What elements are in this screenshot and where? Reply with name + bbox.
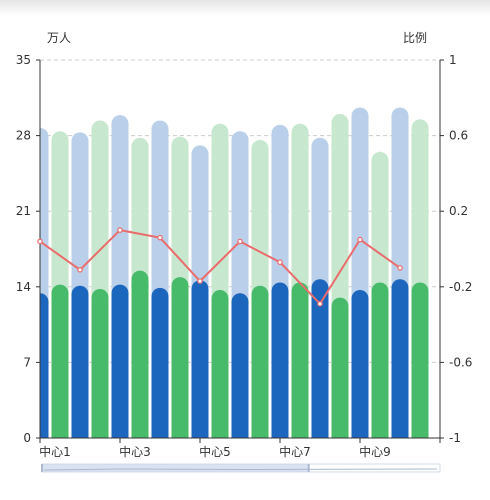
ratio-point <box>37 238 43 245</box>
ratio-point <box>397 265 403 271</box>
left-tick-label: 14 <box>16 280 31 294</box>
left-tick-label: 35 <box>16 53 31 67</box>
x-tick-label: 中心3 <box>119 444 151 459</box>
bar-dark-blue <box>231 293 249 438</box>
bar-dark-green <box>211 290 229 438</box>
ratio-point <box>357 236 363 243</box>
ratio-point <box>157 234 163 241</box>
bar-dark-green <box>51 284 69 438</box>
bar-dark-blue <box>311 279 329 438</box>
ratio-line <box>39 229 401 306</box>
right-tick-label: 1 <box>449 53 457 67</box>
ratio-point <box>77 266 83 273</box>
bar-dark-green <box>251 285 269 438</box>
ratio-line-series <box>37 227 403 307</box>
bar-dark-blue <box>191 280 209 438</box>
zoom-selection <box>42 464 309 472</box>
zoom-preview-line <box>43 468 438 471</box>
zoom-handle-left[interactable] <box>41 464 43 472</box>
bar-dark-blue <box>151 287 169 438</box>
right-tick-label: -1 <box>449 431 461 445</box>
x-tick-label: 中心7 <box>279 444 311 459</box>
bar-dark-blue <box>40 293 49 438</box>
x-tick-label: 中心1 <box>39 444 71 459</box>
right-tick-label: 0.2 <box>449 204 468 218</box>
x-tick-label: 中心9 <box>359 444 391 459</box>
right-tick-label: 0.6 <box>449 129 468 143</box>
ratio-point <box>117 227 123 233</box>
ratio-point <box>317 301 323 307</box>
left-tick-label: 21 <box>16 204 31 218</box>
bar-dark-green <box>331 297 349 438</box>
right-tick-label: -0.6 <box>449 355 472 369</box>
bar-dark-blue <box>391 279 409 438</box>
right-tick-label: -0.2 <box>449 280 472 294</box>
zoom-handle-right[interactable] <box>307 464 310 472</box>
axis-labels: 0 7 14 21 28 35 -1 -0.6 -0.2 0.2 0.6 1 中心1 中心3 中心5 中心7 中… <box>16 53 473 459</box>
bar-dark-blue <box>351 290 369 438</box>
bar-dark-green <box>291 282 309 438</box>
bar-dark-green <box>91 288 109 438</box>
bar-dark-blue <box>71 285 89 438</box>
bar-dark-green <box>131 270 149 438</box>
left-tick-label: 0 <box>23 431 31 445</box>
bars <box>40 107 429 438</box>
left-axis-unit: 万人 <box>47 31 71 45</box>
bar-dark-green <box>411 282 429 438</box>
left-tick-label: 28 <box>16 129 31 143</box>
ratio-point <box>197 278 203 284</box>
right-axis-unit: 比例 <box>403 31 427 45</box>
data-zoom-slider[interactable] <box>41 463 441 473</box>
bar-dark-blue <box>111 284 129 438</box>
ratio-point <box>277 259 283 266</box>
bar-dark-green <box>171 277 189 438</box>
axes <box>36 59 444 443</box>
bar-dark-blue <box>271 282 289 438</box>
ratio-point <box>237 238 243 245</box>
x-tick-label: 中心5 <box>199 444 231 459</box>
left-tick-label: 7 <box>23 355 31 369</box>
bar-dark-green <box>371 282 389 438</box>
